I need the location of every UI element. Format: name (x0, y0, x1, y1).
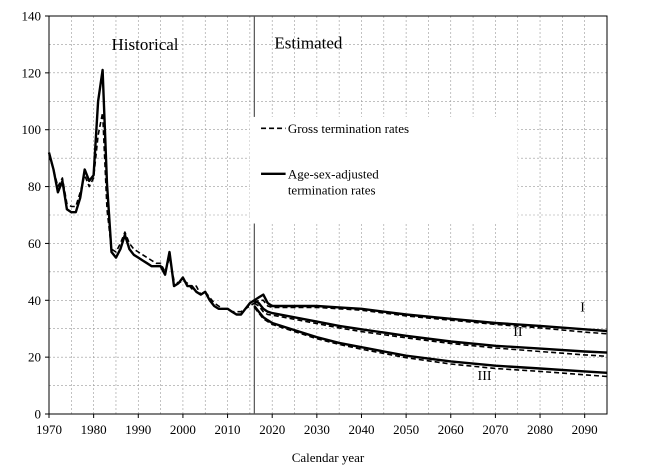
x-tick-label: 2010 (215, 422, 241, 437)
series-line-1-solid (47, 68, 255, 316)
series-label: III (478, 369, 492, 384)
x-tick-label: 2020 (259, 422, 285, 437)
axis-ticks: 1970 1980 1990 2000 2010 2020 2030 2040 2050 2060… (22, 9, 598, 438)
x-tick-label: 2090 (572, 422, 598, 437)
x-tick-label: 2040 (348, 422, 374, 437)
series-label: I (580, 301, 585, 316)
series-line-4-solid (253, 299, 608, 354)
x-tick-label: 2000 (170, 422, 196, 437)
region-label-historical: Historical (111, 35, 178, 54)
x-tick-label: 2050 (393, 422, 419, 437)
y-tick-label: 60 (28, 236, 41, 251)
y-tick-label: 100 (22, 122, 42, 137)
series-line-3-dashed (253, 299, 608, 335)
y-tick-label: 0 (35, 407, 42, 422)
y-tick-label: 140 (22, 9, 42, 24)
region-label-estimated: Estimated (274, 34, 342, 53)
x-tick-label: 1980 (81, 422, 107, 437)
series-label: II (513, 325, 523, 340)
legend-entry-gross: Gross termination rates (288, 121, 409, 136)
x-tick-label: 2030 (304, 422, 330, 437)
legend: Gross termination rates Age-sex-adjusted… (249, 116, 518, 224)
y-tick-label: 80 (28, 179, 41, 194)
series-lines (47, 68, 608, 378)
y-tick-label: 40 (28, 293, 41, 308)
series-line-7-dashed (253, 306, 608, 378)
x-tick-label: 2070 (482, 422, 508, 437)
legend-entry-adjusted-line2: termination rates (288, 182, 376, 197)
region-labels: Historical Estimated (111, 34, 342, 54)
series-line-6-solid (253, 305, 608, 374)
x-tick-label: 1970 (36, 422, 62, 437)
x-axis-label: Calendar year (292, 450, 365, 465)
y-tick-label: 20 (28, 350, 41, 365)
x-tick-label: 2060 (438, 422, 464, 437)
series-line-2-solid (253, 293, 608, 333)
y-tick-label: 120 (22, 65, 42, 80)
plot-frame (48, 15, 608, 415)
x-tick-label: 2080 (527, 422, 553, 437)
x-tick-label: 1990 (125, 422, 151, 437)
legend-entry-adjusted-line1: Age-sex-adjusted (288, 166, 379, 181)
legend-box (249, 116, 518, 224)
series-line-0-dashed (48, 111, 255, 313)
series-line-5-dashed (253, 302, 608, 358)
